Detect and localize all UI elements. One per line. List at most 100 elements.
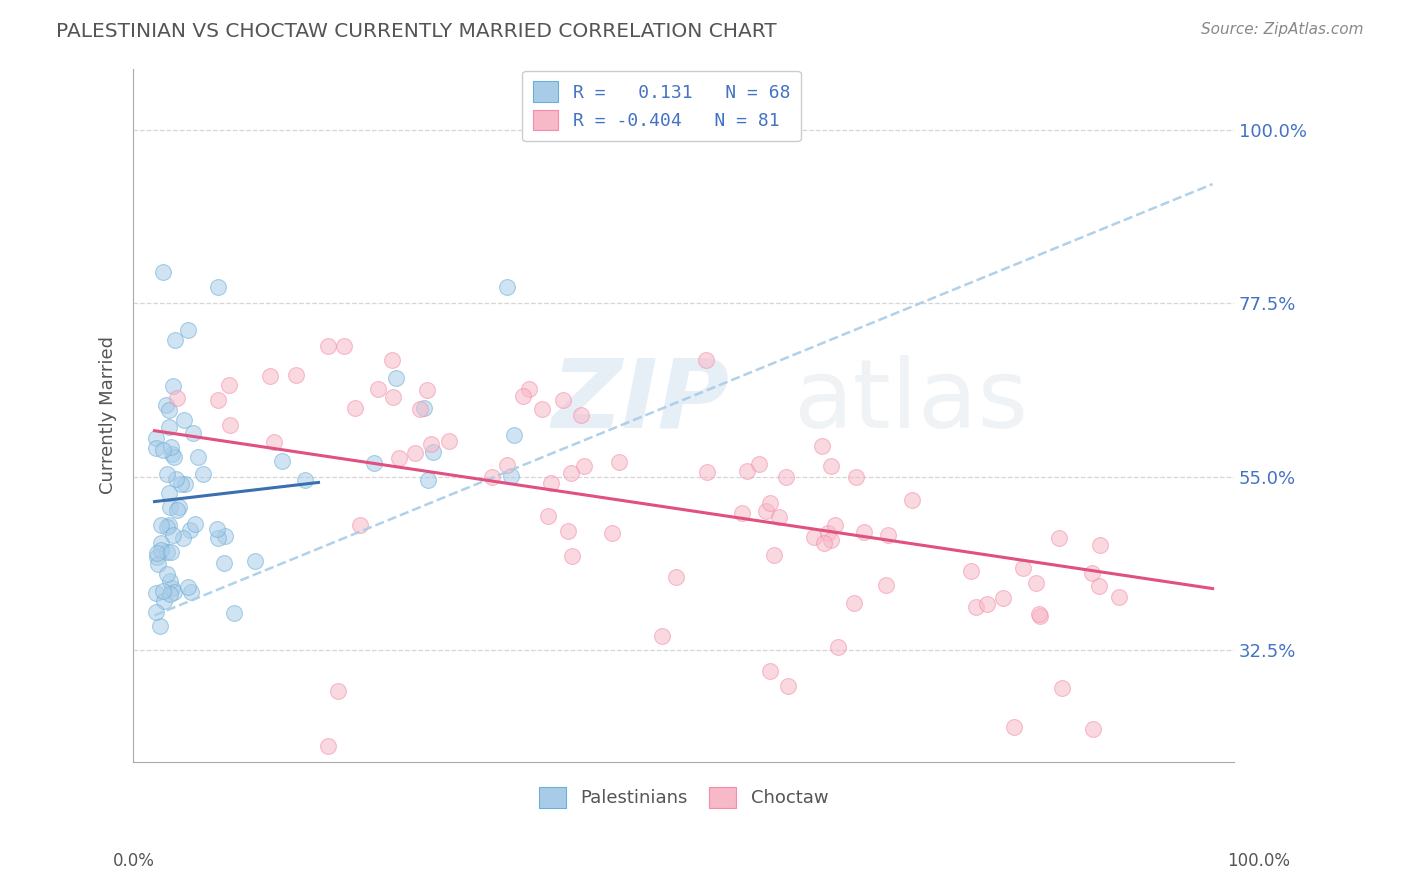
Point <box>817 526 839 541</box>
Point <box>159 545 181 559</box>
Point <box>222 607 245 621</box>
Point <box>207 280 229 294</box>
Point <box>149 536 172 550</box>
Point <box>163 333 186 347</box>
Point <box>316 339 339 353</box>
Y-axis label: Currently Married: Currently Married <box>100 336 117 494</box>
Point <box>328 683 350 698</box>
Point <box>207 392 229 407</box>
Point <box>827 640 849 654</box>
Point <box>163 450 186 464</box>
Point <box>731 506 754 520</box>
Point <box>384 370 406 384</box>
Point <box>205 522 228 536</box>
Point <box>845 470 868 484</box>
Text: atlas: atlas <box>793 355 1029 448</box>
Point <box>181 425 204 440</box>
Point <box>853 525 876 540</box>
Point <box>557 524 579 538</box>
Point <box>842 596 865 610</box>
Point <box>1025 575 1047 590</box>
Point <box>367 382 389 396</box>
Point <box>422 445 444 459</box>
Point <box>602 526 624 541</box>
Point <box>284 368 307 382</box>
Point <box>263 435 285 450</box>
Point <box>162 378 184 392</box>
Point <box>803 530 825 544</box>
Point <box>318 739 340 754</box>
Point <box>159 586 181 600</box>
Point <box>572 459 595 474</box>
Point <box>537 509 560 524</box>
Point <box>218 377 240 392</box>
Point <box>737 464 759 478</box>
Point <box>496 280 519 294</box>
Point <box>145 586 167 600</box>
Point <box>162 581 184 595</box>
Text: 100.0%: 100.0% <box>1227 852 1289 870</box>
Point <box>1050 681 1073 695</box>
Point <box>333 339 356 353</box>
Point <box>569 408 592 422</box>
Point <box>763 548 786 562</box>
Point <box>152 442 174 457</box>
Point <box>759 496 782 510</box>
Point <box>776 679 799 693</box>
Point <box>150 518 173 533</box>
Point <box>152 584 174 599</box>
Point <box>1029 609 1052 624</box>
Point <box>163 585 186 599</box>
Point <box>187 450 209 464</box>
Point <box>180 585 202 599</box>
Point <box>173 476 195 491</box>
Point <box>177 323 200 337</box>
Point <box>343 401 366 416</box>
Point <box>1047 531 1070 545</box>
Point <box>607 455 630 469</box>
Point <box>183 517 205 532</box>
Point <box>259 368 281 383</box>
Point <box>695 353 717 368</box>
Point <box>811 439 834 453</box>
Point <box>160 447 183 461</box>
Point <box>813 535 835 549</box>
Point <box>156 467 179 481</box>
Point <box>420 437 443 451</box>
Point <box>146 549 169 564</box>
Point <box>148 557 170 571</box>
Point <box>349 518 371 533</box>
Point <box>775 470 797 484</box>
Point <box>1012 560 1035 574</box>
Point <box>172 531 194 545</box>
Point <box>820 459 842 474</box>
Legend: Palestinians, Choctaw: Palestinians, Choctaw <box>531 780 835 815</box>
Point <box>768 510 790 524</box>
Point <box>499 468 522 483</box>
Point <box>191 467 214 481</box>
Point <box>416 383 439 397</box>
Point <box>159 500 181 514</box>
Point <box>561 549 583 564</box>
Point <box>696 465 718 479</box>
Point <box>245 554 267 568</box>
Point <box>162 528 184 542</box>
Point <box>481 470 503 484</box>
Point <box>294 473 316 487</box>
Point <box>512 389 534 403</box>
Point <box>1108 591 1130 605</box>
Point <box>976 597 998 611</box>
Point <box>207 531 229 545</box>
Point <box>381 352 404 367</box>
Point <box>540 475 562 490</box>
Point <box>651 628 673 642</box>
Point <box>495 458 517 472</box>
Point <box>219 418 242 433</box>
Point <box>145 605 167 619</box>
Point <box>271 454 294 468</box>
Point <box>1088 538 1111 552</box>
Text: 0.0%: 0.0% <box>112 852 155 870</box>
Point <box>363 456 385 470</box>
Point <box>153 594 176 608</box>
Point <box>966 599 988 614</box>
